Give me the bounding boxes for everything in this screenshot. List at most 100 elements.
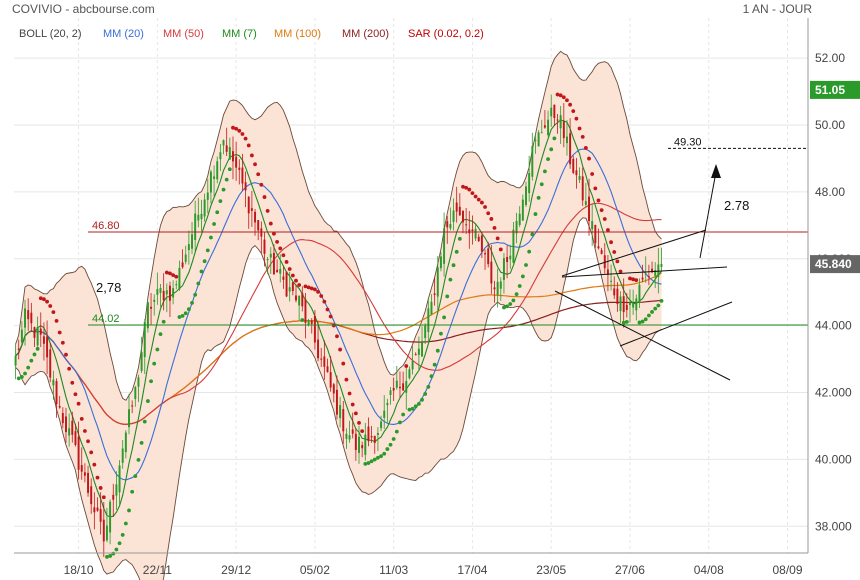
candle-body [584,201,587,205]
sar-dot [209,235,213,240]
sar-dot [476,197,481,202]
sar-dot [568,102,573,107]
candle-body [606,269,609,275]
sar-dot [23,371,27,376]
sar-dot [454,249,459,254]
candle-body [137,377,140,387]
sar-dot [543,169,547,174]
candle-body [443,228,446,264]
candle-body [288,287,291,292]
candle-body [534,139,537,141]
sar-dot [580,134,585,139]
candle-body [531,146,534,177]
candle-body [625,304,628,311]
candle-body [310,320,313,324]
sar-dot [514,292,519,297]
candle-body [232,151,234,162]
chart-annotations: 46.80 44.02 2,78 49.30 2.78 [88,136,808,381]
sar-dot [73,392,78,397]
candle-body [105,525,108,541]
candle-body [603,255,606,269]
sar-dot [634,278,639,283]
sar-dot [231,125,235,130]
sar-dot [398,420,402,425]
candle-body [361,445,364,449]
sar-dot [174,274,179,279]
sar-dot [64,352,68,357]
candle-body [320,358,323,360]
candle-body [452,210,455,222]
sar-dot [590,172,595,176]
sar-dot [319,294,324,298]
sar-dot [631,277,636,282]
sar-dot [552,136,557,141]
y-tick-label: 42.000 [815,386,852,400]
sar-dot [520,274,525,279]
candle-body [279,268,282,274]
sar-dot [376,455,380,460]
candle-body [651,268,654,273]
candle-body [449,224,452,229]
candle-body [477,236,480,242]
candle-body [304,299,307,323]
candle-body [638,284,641,303]
candle-body [550,107,553,117]
candle-body [635,298,638,311]
sar-dot [628,276,632,281]
candle-body [150,306,153,309]
candle-body [24,308,27,328]
candle-body [225,145,228,152]
candle-body [301,292,304,307]
sar-dot [57,330,62,335]
candle-body [335,389,338,415]
candle-body [228,147,231,160]
sar-dot [127,508,131,513]
x-tick-label: 29/12 [221,563,251,577]
close-price-tag [810,255,860,274]
candle-body [39,328,42,335]
candle-body [213,176,216,179]
candle-body [87,472,90,493]
sar-dot [306,285,311,290]
candle-body [616,288,619,305]
candle-body [83,472,86,476]
sar-dot [70,380,75,385]
y-tick-label: 40.000 [815,452,852,466]
candle-body [641,277,644,280]
sar-dot [413,404,418,409]
sar-dot [656,303,661,308]
sar-dot [158,332,163,336]
sar-dot [54,318,59,323]
candle-body [345,433,348,439]
sar-dot [328,314,333,319]
sar-dot [366,461,371,465]
measure-label-left: 2,78 [96,280,121,295]
sar-dot [262,195,267,199]
sar-dot [268,221,273,226]
candle-body [647,276,650,278]
candlestick-series [14,94,663,557]
sar-dot [624,319,629,324]
sar-dot [536,195,541,200]
candle-body [512,229,515,263]
sar-dot [467,187,472,192]
candle-body [565,136,568,144]
candle-body [424,325,427,339]
candle-body [143,321,146,358]
candle-body [90,486,93,505]
candle-body [405,380,408,393]
candle-body [140,352,143,371]
candle-body [610,280,613,282]
sar-dot [442,315,446,320]
sar-dot [171,273,176,277]
sar-dot [609,240,613,245]
candle-body [203,199,206,217]
candle-body [235,156,238,168]
candle-body [55,381,58,404]
sar-dot [643,317,648,322]
sar-dot [67,366,72,371]
sar-dot [240,132,245,136]
sar-dot [420,397,424,402]
legend-item: MM (100) [274,28,321,40]
candle-body [247,196,250,214]
